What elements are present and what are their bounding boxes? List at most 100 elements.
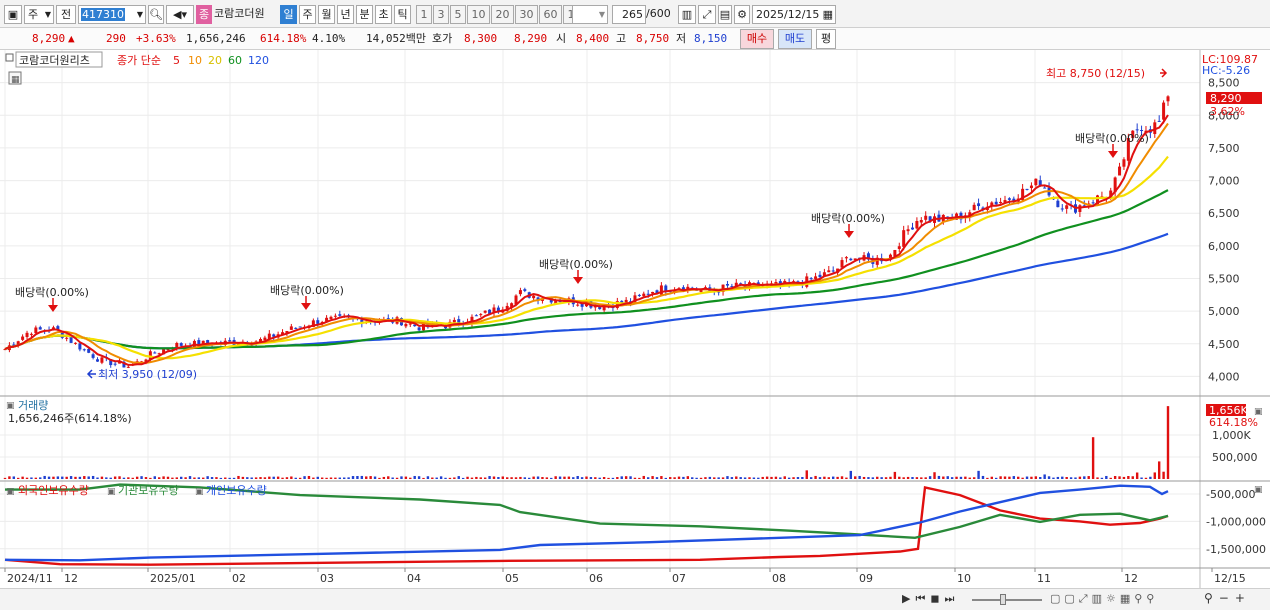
volume-panel-expand-icon[interactable]: ▣ [1254,407,1263,417]
avg-button[interactable]: 평 [816,29,836,49]
volume-bar [924,477,927,479]
volume-bar [378,477,381,479]
indicator-icon[interactable]: ▥ [678,5,696,24]
volume-bar [920,477,923,479]
panel-icon[interactable] [5,53,14,62]
candle-body [518,290,522,295]
candle-body [118,361,122,364]
name-tag: 코람코더원리츠 [19,54,90,67]
volume-bar [1008,476,1011,479]
interval-tab[interactable]: 10 [467,5,490,24]
volume-bar [646,477,650,479]
candle-body [981,207,985,209]
period-tab[interactable]: 초 [375,5,392,24]
volume-bar [541,477,544,479]
volume-bar [950,477,954,479]
candle-body [510,303,514,308]
holding-panel-icon[interactable]: ▣ [6,487,15,497]
interval-tab[interactable]: 60 [539,5,562,24]
y-tick-label: 1,000K [1212,429,1251,442]
volume-bar [726,476,729,479]
volume-bar [823,476,826,479]
candle-body [1166,96,1170,102]
volume-bar [3,477,7,479]
left-arrow-icon [86,369,96,379]
period-tab[interactable]: 주 [299,5,316,24]
candle-body [902,230,906,247]
volume-bar [497,477,500,479]
volume-bar [237,475,240,479]
interval-tab[interactable]: 5 [450,5,466,24]
holding-panel-expand-icon[interactable]: ▣ [1254,485,1263,495]
volume-bar [228,477,231,479]
y-tick-label: 7,000 [1208,175,1240,188]
volume-panel-icon[interactable]: ▣ [6,401,15,411]
date-input[interactable]: 2025/12/15 ▦ [752,5,836,24]
layout-icon[interactable]: ▣ [4,5,22,24]
market-select[interactable]: 주 ▼ [24,5,54,24]
volume-bar [968,477,971,479]
volume-bar [598,477,601,479]
calculator-icon[interactable] [8,71,22,85]
playback-controls[interactable]: ▶⏮◼⏭ [902,592,960,605]
volume-bar [602,477,606,479]
volume-bar [682,476,685,479]
volume-bar [188,476,192,479]
candle-body [844,257,848,259]
zoom-slider-handle[interactable] [1000,594,1006,605]
interval-tab[interactable]: 20 [491,5,514,24]
save-icon[interactable]: ▤ [718,5,732,24]
period-tab[interactable]: 월 [318,5,335,24]
candle-body [664,285,668,292]
volume-bar [1140,477,1143,479]
volume-bar [470,477,474,479]
sell-button[interactable]: 매도 [778,29,812,49]
volume-bar [360,475,364,479]
volume-bar [1153,472,1156,479]
chart-annotations: 배당락(0.00%) 배당락(0.00%) 배당락(0.00%) 배당락(0.00%)… [15,67,1168,381]
search-icon[interactable]: 🔍︎ [148,5,164,24]
interval-tab[interactable]: 1 [416,5,432,24]
candle-body [778,281,782,286]
candle-body [206,340,210,344]
candle-body [162,349,166,355]
name-tag-box [15,51,103,68]
volume-bar [166,476,170,479]
volume-bar [466,476,469,479]
gear-icon[interactable]: ⚙ [734,5,750,24]
candle-body [1038,180,1042,186]
interval-tab[interactable]: 3 [433,5,449,24]
candle-body [470,316,474,324]
draw-tool-icon[interactable]: ⤢ [698,5,716,24]
stock-chart[interactable]: 배당락(0.00%) 배당락(0.00%) 배당락(0.00%) 배당락(0.00%)… [0,50,1270,588]
x-tick-label: 03 [320,572,334,585]
count-input[interactable]: 265 [612,5,646,24]
candle-body [294,327,298,329]
interval-tab[interactable]: 30 [515,5,538,24]
speaker-icon[interactable]: ◀▾ [166,5,194,24]
stock-code-input[interactable]: 417310 ▼ [78,5,146,24]
candle-body [593,305,597,308]
zoom-slider-track[interactable] [972,599,1042,601]
volume-bar [959,476,963,479]
volume-bar [651,476,654,479]
view-tool-icons[interactable]: ▢▢⤢▥☼▦⚲⚲ [1050,592,1159,605]
market-sub-button[interactable]: 전 [56,5,76,24]
period-tab[interactable]: 틱 [394,5,411,24]
period-tab[interactable]: 일 [280,5,297,24]
period-tab[interactable]: 년 [337,5,354,24]
interval-dropdown[interactable]: ▼ [572,5,608,24]
volume-bar [391,477,394,479]
zoom-buttons[interactable]: ⚲−+ [1204,591,1251,605]
legend-individual-icon: ▣ [195,487,204,497]
volume-bar [660,476,663,479]
volume-title: 거래량 [18,399,48,412]
period-tab[interactable]: 분 [356,5,373,24]
volume-bar [1131,476,1134,479]
volume-bar [1149,476,1152,479]
candle-body [311,320,315,327]
volume-bar [893,471,897,479]
low-note: 최저 3,950 (12/09) [98,368,197,381]
buy-button[interactable]: 매수 [740,29,774,49]
candle-body [818,274,822,278]
